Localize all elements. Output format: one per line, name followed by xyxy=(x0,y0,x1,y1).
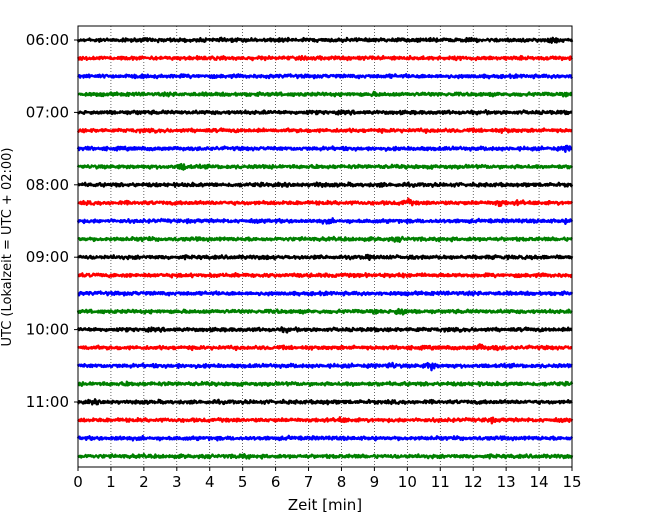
x-axis-label: Zeit [min] xyxy=(288,496,362,514)
x-tick-label: 5 xyxy=(238,473,248,491)
trace-0915 xyxy=(77,272,573,279)
x-tick-label: 13 xyxy=(497,473,516,491)
x-tick-label: 6 xyxy=(271,473,281,491)
x-tick-label: 9 xyxy=(370,473,380,491)
x-tick-label: 8 xyxy=(337,473,347,491)
trace-0715 xyxy=(76,127,573,134)
x-tick-label: 4 xyxy=(205,473,215,491)
y-tick-label: 07:00 xyxy=(26,103,69,121)
y-tick-label: 09:00 xyxy=(26,248,69,266)
trace-0830 xyxy=(76,217,574,226)
x-tick-label: 1 xyxy=(106,473,116,491)
x-axis: 0 1 2 3 4 5 6 7 8 9 10 11 12 13 14 15 xyxy=(73,467,582,491)
trace-1000 xyxy=(76,326,573,334)
trace-1015 xyxy=(77,343,573,352)
seismic-traces xyxy=(76,36,574,460)
trace-0945 xyxy=(76,307,573,316)
plot-frame xyxy=(77,25,573,468)
x-tick-label: 10 xyxy=(398,473,417,491)
y-tick-label: 11:00 xyxy=(26,393,69,411)
trace-0900 xyxy=(76,253,574,261)
x-tick-label: 7 xyxy=(304,473,314,491)
trace-0700 xyxy=(76,109,573,116)
x-tick-label: 12 xyxy=(464,473,483,491)
trace-1045 xyxy=(77,380,574,388)
trace-0645 xyxy=(77,90,573,98)
trace-1130 xyxy=(76,434,574,442)
x-tick-label: 15 xyxy=(562,473,581,491)
trace-0630 xyxy=(77,73,574,80)
trace-1030 xyxy=(76,361,573,372)
trace-0730 xyxy=(76,144,573,153)
trace-0800 xyxy=(77,181,574,188)
x-tick-label: 3 xyxy=(172,473,182,491)
trace-0845 xyxy=(77,235,573,243)
trace-1145 xyxy=(77,452,574,460)
trace-0745 xyxy=(76,162,574,171)
x-tick-label: 14 xyxy=(530,473,549,491)
x-tick-label: 11 xyxy=(431,473,450,491)
y-tick-label: 10:00 xyxy=(26,321,69,339)
trace-0615 xyxy=(76,54,574,62)
trace-1115 xyxy=(77,416,574,425)
trace-0815 xyxy=(77,197,574,208)
y-axis: 06:00 07:00 08:00 09:00 10:00 11:00 xyxy=(26,31,78,411)
x-tick-label: 2 xyxy=(139,473,149,491)
y-axis-label: UTC (Lokalzeit = UTC + 02:00) xyxy=(0,148,15,347)
x-tick-label: 0 xyxy=(73,473,83,491)
trace-1100 xyxy=(76,398,573,406)
trace-0930 xyxy=(77,290,574,297)
trace-0600 xyxy=(76,36,574,44)
y-tick-label: 06:00 xyxy=(26,31,69,49)
y-tick-label: 08:00 xyxy=(26,176,69,194)
